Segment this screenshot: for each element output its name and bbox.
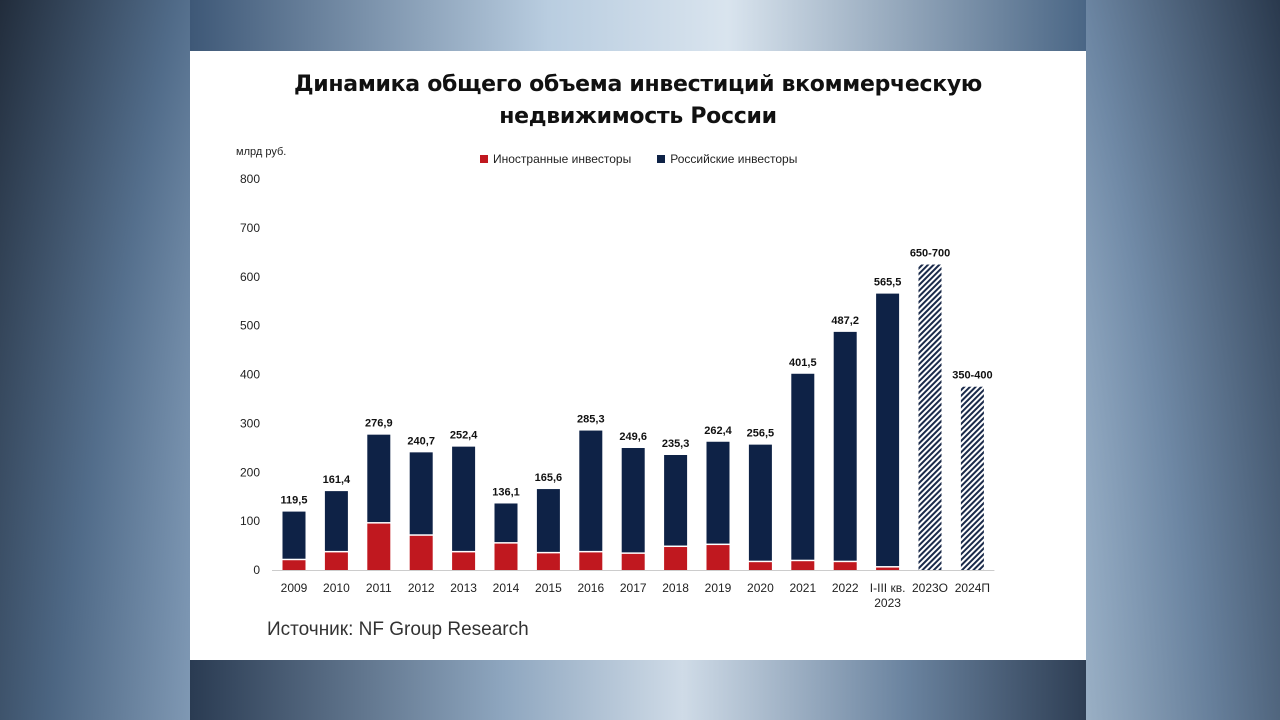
- bar-forecast: [960, 386, 984, 570]
- data-label: 235,3: [662, 438, 690, 450]
- legend-swatch-foreign: [480, 155, 488, 163]
- x-tick-label: 2015: [535, 581, 562, 595]
- bar-russian: [664, 454, 688, 546]
- y-axis-unit-label: млрд руб.: [236, 146, 287, 158]
- source-note: Источник: NF Group Research: [267, 619, 529, 640]
- legend-label-russian: Российские инвесторы: [670, 152, 798, 166]
- y-axis: 0 100 200 300 400 500 600 700 800: [240, 172, 260, 577]
- bar-russian: [452, 446, 476, 551]
- x-tick-label: 2023О: [912, 581, 948, 595]
- bar-russian: [494, 503, 518, 543]
- bar-russian: [791, 373, 815, 560]
- bar-russian: [409, 452, 433, 535]
- bar-foreign: [324, 552, 348, 570]
- background-building-right: [1086, 0, 1280, 720]
- x-tick-label: 2023: [874, 596, 901, 610]
- background-street-bottom: [190, 660, 1086, 720]
- background-building-left: [0, 0, 190, 720]
- bar-foreign: [621, 553, 645, 570]
- bar-russian: [579, 430, 603, 551]
- x-tick-label: 2019: [705, 581, 732, 595]
- data-label: 165,6: [535, 472, 563, 484]
- bar-foreign: [706, 545, 730, 570]
- y-tick-label: 400: [240, 368, 260, 382]
- data-label: 401,5: [789, 357, 817, 369]
- x-tick-label: 2016: [577, 581, 604, 595]
- bar-foreign: [409, 535, 433, 570]
- bar-russian: [876, 293, 900, 567]
- x-tick-label: 2011: [366, 581, 392, 595]
- bar-foreign: [748, 562, 772, 570]
- y-tick-label: 500: [240, 319, 260, 333]
- bar-russian: [748, 444, 772, 561]
- bar-foreign: [367, 523, 391, 570]
- bar-chart: 0 100 200 300 400 500 600 700 800 119,5 161,4 276,…: [240, 172, 995, 610]
- legend-swatch-russian: [657, 155, 666, 163]
- bar-russian: [324, 491, 348, 551]
- x-tick-label: 2010: [323, 581, 350, 595]
- y-tick-label: 700: [240, 221, 260, 235]
- x-tick-label: 2018: [662, 581, 689, 595]
- x-tick-label: 2021: [789, 581, 816, 595]
- bar-foreign: [791, 561, 815, 570]
- data-label: 565,5: [874, 277, 902, 289]
- bar-forecast: [918, 264, 942, 570]
- bar-foreign: [664, 547, 688, 570]
- y-tick-label: 300: [240, 416, 260, 430]
- y-tick-label: 800: [240, 172, 260, 186]
- chart-title: Динамика общего объема инвестиций вкомме…: [190, 69, 1086, 133]
- bar-foreign: [536, 553, 560, 570]
- legend-item-russian: Российские инвесторы: [657, 152, 797, 166]
- bar-russian: [833, 331, 857, 561]
- x-tick-label: 2014: [493, 581, 520, 595]
- data-label: 252,4: [450, 430, 478, 442]
- data-label: 161,4: [323, 474, 351, 486]
- legend-label-foreign: Иностранные инвесторы: [493, 152, 632, 166]
- bar-russian: [282, 511, 306, 559]
- legend: Иностранные инвесторы Российские инвесто…: [480, 152, 797, 166]
- x-tick-label: 2013: [450, 581, 477, 595]
- bar-foreign: [282, 560, 306, 570]
- y-tick-label: 600: [240, 270, 260, 284]
- x-tick-label: 2020: [747, 581, 774, 595]
- x-tick-label: 2024П: [955, 581, 990, 595]
- x-tick-label: I-III кв.: [870, 581, 906, 595]
- x-tick-label: 2009: [281, 581, 308, 595]
- data-label: 487,2: [831, 315, 859, 327]
- x-tick-label: 2022: [832, 581, 859, 595]
- bar-russian: [706, 441, 730, 544]
- x-tick-label: 2017: [620, 581, 647, 595]
- y-tick-label: 100: [240, 514, 260, 528]
- bars: 119,5 161,4 276,9 240,7 252,4 136,1 165,6 285,3…: [281, 248, 993, 570]
- chart-title-line-2: недвижимость России: [499, 104, 777, 129]
- bar-foreign: [452, 552, 476, 570]
- x-axis: 2009 2010 2011 2012 2013 2014 2015 2016 2017 2018…: [272, 570, 995, 610]
- data-label: 136,1: [492, 486, 520, 498]
- chart-title-line-1: Динамика общего объема инвестиций вкомме…: [294, 72, 982, 97]
- chart-card: Динамика общего объема инвестиций вкомме…: [190, 51, 1086, 660]
- data-label: 240,7: [407, 435, 435, 447]
- legend-item-foreign: Иностранные инвесторы: [480, 152, 631, 166]
- bar-foreign: [494, 543, 518, 570]
- data-label: 256,5: [747, 428, 775, 440]
- data-label: 276,9: [365, 418, 393, 430]
- data-label: 119,5: [281, 495, 308, 507]
- data-label: 285,3: [577, 414, 605, 426]
- bar-russian: [367, 434, 391, 523]
- background-sky-top: [190, 0, 1086, 51]
- bar-foreign: [833, 562, 857, 570]
- data-label: 650-700: [910, 248, 950, 260]
- bar-foreign: [876, 567, 900, 570]
- bar-russian: [621, 448, 645, 553]
- x-tick-label: 2012: [408, 581, 435, 595]
- y-tick-label: 0: [253, 563, 260, 577]
- y-tick-label: 200: [240, 465, 260, 479]
- data-label: 262,4: [704, 425, 732, 437]
- bar-foreign: [579, 552, 603, 570]
- bar-russian: [536, 489, 560, 552]
- data-label: 249,6: [619, 431, 647, 443]
- data-label: 350-400: [952, 370, 992, 382]
